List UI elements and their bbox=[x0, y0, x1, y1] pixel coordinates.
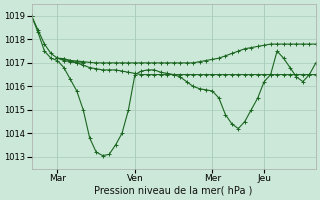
X-axis label: Pression niveau de la mer( hPa ): Pression niveau de la mer( hPa ) bbox=[94, 186, 253, 196]
